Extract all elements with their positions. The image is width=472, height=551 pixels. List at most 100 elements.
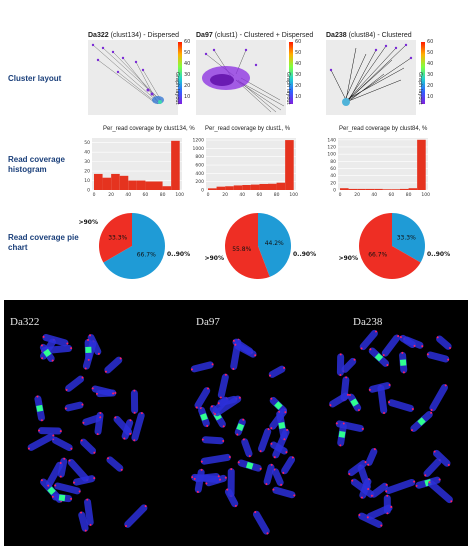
colorbar-tick-label: 40 — [184, 61, 191, 67]
chromosome-body — [423, 458, 442, 478]
chromosome — [427, 480, 453, 504]
telomere-signal — [351, 479, 354, 482]
telomere-signal — [82, 421, 85, 424]
chromosome — [234, 342, 257, 358]
telomere-signal — [224, 373, 227, 376]
telomere-signal — [196, 490, 199, 493]
panel-title-1: Da322 (clust134) - Dispersed — [88, 32, 180, 39]
repeat-signal — [350, 398, 359, 407]
telomere-signal — [397, 335, 400, 338]
hist-bar — [119, 175, 129, 190]
telomere-signal — [68, 459, 71, 462]
chromosome — [42, 334, 69, 347]
pie-chart-1: 66.7% 33.3% 0..90% >90% — [79, 213, 190, 279]
pie-slice-0-90 — [103, 213, 165, 279]
telomere-signal — [234, 343, 237, 346]
chromosome-body — [79, 438, 97, 455]
repeat-signal — [58, 494, 66, 502]
pie-value-label: 55.8% — [232, 246, 251, 253]
chromosome-body — [104, 356, 123, 374]
telomere-signal — [230, 468, 233, 471]
telomere-signal — [206, 424, 209, 427]
chromosome-body — [131, 412, 145, 442]
telomere-signal — [99, 416, 102, 419]
chromosome — [429, 384, 448, 412]
telomere-signal — [84, 367, 87, 370]
chromosome-body — [268, 365, 286, 378]
telomere-signal — [280, 483, 283, 486]
hist-bar — [417, 139, 426, 190]
chromosome-body — [38, 427, 62, 435]
hist-bar — [357, 188, 366, 190]
chromosome-body — [27, 433, 55, 451]
telomere-signal — [93, 451, 96, 454]
telomere-signal — [81, 403, 84, 406]
telomere-signal — [360, 347, 363, 350]
cluster-graph-1-svg — [91, 43, 164, 105]
hist-background — [206, 138, 296, 190]
telomere-signal — [238, 396, 241, 399]
telomere-signal — [217, 475, 220, 478]
colorbar-label: Graph layout — [174, 72, 180, 105]
chromosome-body — [201, 436, 225, 445]
telomere-signal — [218, 478, 221, 481]
telomere-signal — [59, 462, 62, 465]
telomere-signal — [78, 490, 81, 493]
telomere-signal — [89, 334, 92, 337]
colorbar-tick-label: 20 — [184, 83, 191, 89]
hist-x-tick-label: 100 — [175, 192, 184, 198]
chromosome — [399, 351, 408, 374]
telomere-signal — [129, 419, 132, 422]
colorbar-tick-label: 10 — [427, 94, 434, 100]
hist-title-2: Per_read coverage by clust1, % — [205, 126, 291, 132]
chromosome-body — [385, 478, 416, 495]
chromosome — [190, 361, 214, 373]
telomere-signal — [193, 477, 196, 480]
telomere-signal — [36, 395, 39, 398]
hist-x-tick-label: 80 — [274, 192, 280, 198]
telomere-signal — [140, 412, 143, 415]
chromosome — [358, 512, 383, 528]
telomere-signal — [402, 371, 405, 374]
telomere-signal — [346, 393, 349, 396]
pie-slice-over-90 — [225, 213, 270, 279]
hist-bar — [94, 173, 103, 190]
chromosome — [329, 392, 350, 408]
telomere-signal — [270, 463, 273, 466]
chromosome — [124, 504, 148, 528]
chromosome-body — [106, 456, 124, 472]
pie-legend-label: 0..90% — [167, 251, 190, 258]
pie-slice-over-90 — [359, 213, 421, 279]
repeat-signal — [374, 352, 384, 362]
cluster-graph-2-svg — [202, 48, 285, 113]
telomere-signal — [401, 351, 404, 354]
hist-bar — [340, 188, 349, 190]
hist-x-tick-label: 60 — [143, 192, 149, 198]
chromosome — [38, 427, 62, 435]
chromosome-body — [426, 351, 450, 363]
hist-title-3: Per_read coverage by clust84, % — [339, 126, 428, 132]
telomere-signal — [367, 488, 370, 491]
hist-x-tick-label: 20 — [222, 192, 228, 198]
telomere-signal — [93, 477, 96, 480]
telomere-signal — [114, 391, 117, 394]
cluster-graph-2 — [196, 40, 286, 115]
chromosome — [370, 482, 389, 498]
chromosome — [268, 365, 286, 378]
hist-bar — [233, 185, 243, 190]
chromosome-body — [347, 460, 368, 477]
hist-x-tick-label: 40 — [125, 192, 131, 198]
hist-y-tick-label: 50 — [84, 140, 90, 146]
chromosome — [65, 375, 85, 392]
telomere-signal — [385, 483, 388, 486]
pie-value-label: 66.7% — [137, 251, 156, 258]
telomere-signal — [242, 418, 245, 421]
hist-bar — [250, 184, 260, 190]
telomere-signal — [329, 404, 332, 407]
hist-y-tick-label: 1000 — [193, 146, 205, 152]
repeat-signal — [417, 417, 426, 426]
microscopy-panel — [4, 300, 468, 546]
pie-value-label: 44.2% — [265, 240, 284, 247]
repeat-signal — [338, 430, 346, 438]
pie-chart-2: 44.2% 55.8% 0..90% >90% — [205, 213, 316, 279]
